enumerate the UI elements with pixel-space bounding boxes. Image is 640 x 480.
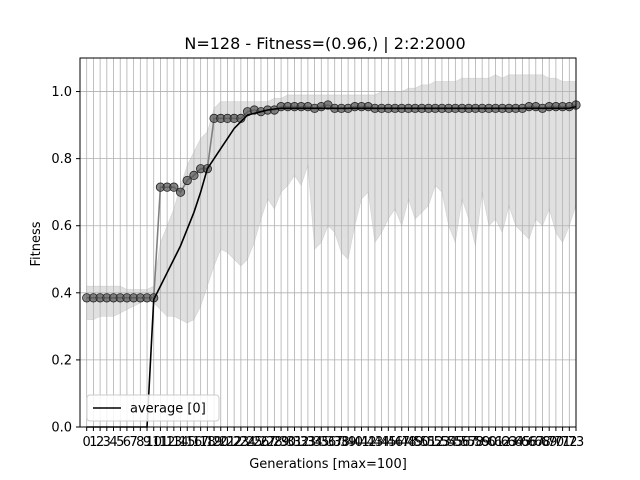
x-tick-label: 58	[467, 435, 484, 450]
x-tick-label: 48	[400, 435, 417, 450]
y-tick-label: 0.8	[51, 152, 72, 167]
x-tick-label: 52	[427, 435, 444, 450]
x-tick-label: 2	[96, 435, 104, 450]
x-tick-label: 44	[373, 435, 390, 450]
y-tick-label: 0.4	[51, 286, 72, 301]
x-tick-label: 67	[528, 435, 545, 450]
chart-title: N=128 - Fitness=(0.96,) | 2:2:2000	[184, 34, 465, 53]
x-tick-label: 6	[123, 435, 131, 450]
x-tick-label: 15	[179, 435, 196, 450]
x-tick-label: 17	[192, 435, 209, 450]
x-tick-label: 34	[306, 435, 323, 450]
x-tick-label: 5	[116, 435, 124, 450]
x-tick-label: 32	[293, 435, 310, 450]
x-tick-label: 21	[219, 435, 236, 450]
x-tick-label: 69	[541, 435, 558, 450]
x-tick-label: 3	[103, 435, 111, 450]
x-tick-label: 14	[172, 435, 189, 450]
x-tick-label: 10	[145, 435, 162, 450]
x-tick-label: 38	[333, 435, 350, 450]
x-tick-label: 70	[548, 435, 565, 450]
x-tick-label: 1	[89, 435, 97, 450]
x-tick-label: 57	[460, 435, 477, 450]
x-tick-label: 29	[273, 435, 290, 450]
x-tick-label: 45	[380, 435, 397, 450]
y-tick-label: 1.0	[51, 85, 72, 100]
x-tick-label: 49	[407, 435, 424, 450]
x-tick-label: 39	[340, 435, 357, 450]
y-axis-label: Fitness	[29, 221, 44, 266]
x-tick-label: 54	[440, 435, 457, 450]
x-tick-label: 0	[83, 435, 91, 450]
x-tick-label: 23	[233, 435, 250, 450]
x-tick-label: 26	[253, 435, 270, 450]
x-tick-label: 27	[259, 435, 276, 450]
x-tick-label: 19	[206, 435, 223, 450]
x-tick-label: 24	[239, 435, 256, 450]
y-tick-label: 0.0	[51, 421, 72, 436]
x-tick-label: 56	[454, 435, 471, 450]
y-tick-label: 0.2	[51, 353, 72, 368]
x-tick-label: 22	[226, 435, 243, 450]
x-tick-label: 8	[136, 435, 144, 450]
x-tick-label: 64	[507, 435, 524, 450]
x-tick-label: 11	[152, 435, 169, 450]
x-tick-label: 47	[393, 435, 410, 450]
x-tick-label: 51	[420, 435, 437, 450]
x-tick-label: 66	[521, 435, 538, 450]
x-tick-label: 36	[320, 435, 337, 450]
x-tick-label: 53	[434, 435, 451, 450]
best-series-point	[182, 175, 192, 186]
x-tick-label: 7	[129, 435, 137, 450]
x-tick-label: 9	[143, 435, 151, 450]
legend-label: average [0]	[130, 402, 206, 417]
x-tick-label: 50	[414, 435, 431, 450]
x-tick-label: 71	[554, 435, 571, 450]
x-tick-label: 31	[286, 435, 303, 450]
x-tick-label: 60	[481, 435, 498, 450]
average-series-line	[86, 105, 577, 428]
x-tick-label: 30	[280, 435, 297, 450]
x-tick-label: 4	[109, 435, 117, 450]
x-tick-label: 12	[159, 435, 176, 450]
x-tick-label: 16	[186, 435, 203, 450]
best-series-point	[189, 170, 199, 181]
best-series-point	[169, 182, 179, 192]
x-tick-label: 20	[212, 435, 229, 450]
x-tick-label: 43	[367, 435, 384, 450]
x-tick-label: 46	[387, 435, 404, 450]
x-tick-label: 18	[199, 435, 216, 450]
x-tick-label: 25	[246, 435, 263, 450]
x-tick-label: 35	[313, 435, 330, 450]
x-tick-label: 41	[353, 435, 370, 450]
x-tick-label: 37	[326, 435, 343, 450]
x-tick-label: 68	[534, 435, 551, 450]
x-tick-label: 42	[360, 435, 377, 450]
x-tick-label: 62	[494, 435, 511, 450]
x-tick-label: 73	[568, 435, 585, 450]
x-tick-label: 72	[561, 435, 578, 450]
x-tick-label: 61	[487, 435, 504, 450]
x-tick-label: 59	[474, 435, 491, 450]
x-tick-label: 40	[347, 435, 364, 450]
y-tick-label: 0.6	[51, 219, 72, 234]
plot-area: 0.00.20.40.60.81.00123456789101112131415…	[51, 57, 585, 450]
best-series-point	[175, 187, 186, 197]
x-tick-label: 63	[501, 435, 518, 450]
x-tick-label: 55	[447, 435, 464, 450]
x-axis-label: Generations [max=100]	[249, 457, 407, 472]
x-tick-label: 33	[300, 435, 317, 450]
x-tick-label: 28	[266, 435, 283, 450]
legend-box	[86, 394, 220, 422]
x-tick-label: 65	[514, 435, 531, 450]
x-tick-label: 13	[166, 435, 183, 450]
legend: average [0]	[86, 394, 220, 422]
